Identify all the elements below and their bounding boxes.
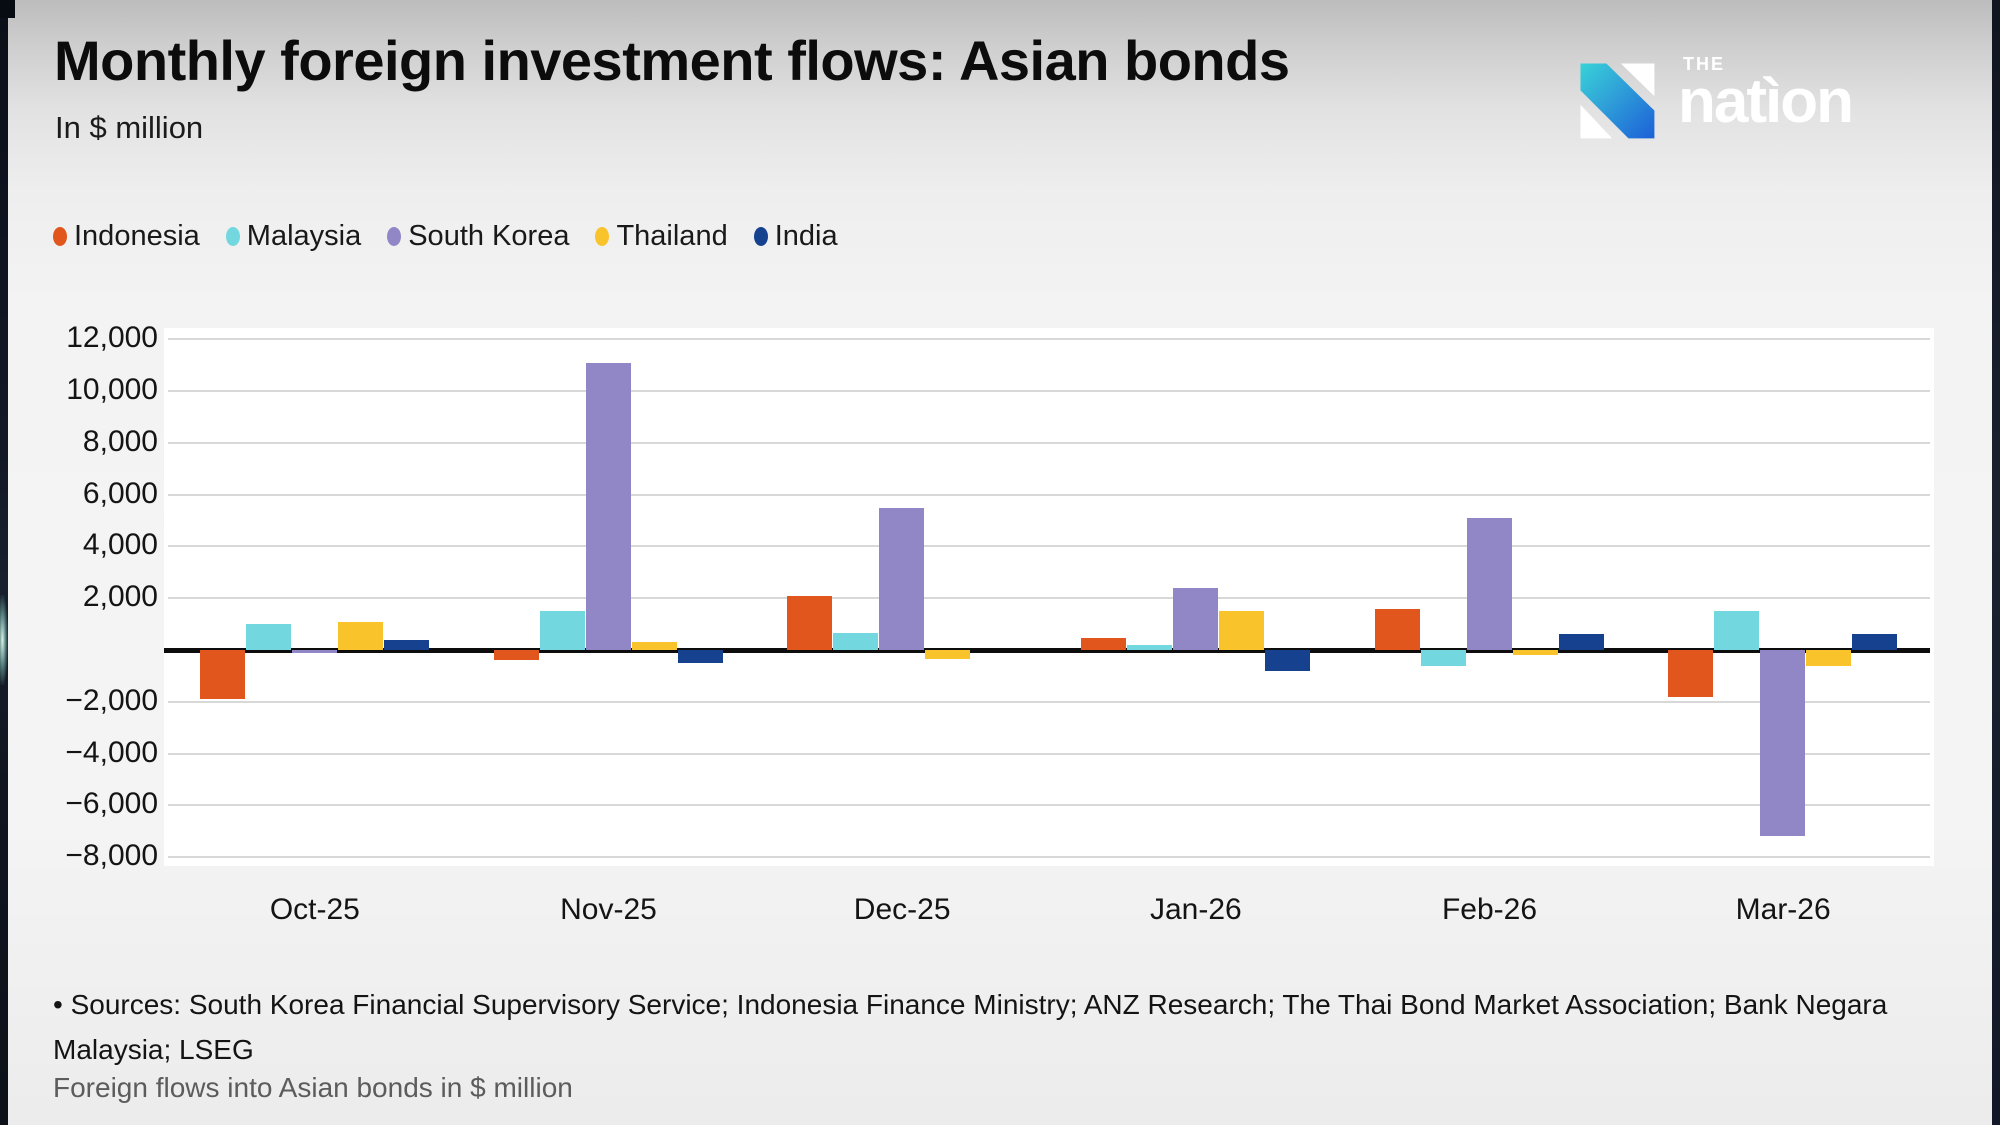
gridline-6000 bbox=[168, 493, 1930, 496]
bar-indonesia-nov-25 bbox=[493, 650, 539, 661]
legend-dot-malaysia bbox=[225, 227, 240, 246]
chart-legend: Indonesia Malaysia South Korea Thailand Indi… bbox=[53, 220, 864, 253]
x-axis-label-dec-25: Dec-25 bbox=[853, 893, 951, 926]
gridline--4000 bbox=[168, 752, 1930, 755]
bar-india-mar-26 bbox=[1852, 634, 1898, 650]
sources-line-2: Malaysia; LSEG bbox=[53, 1033, 254, 1065]
left-video-edge bbox=[0, 0, 8, 1125]
bar-south-korea-feb-26 bbox=[1466, 517, 1512, 650]
bar-indonesia-feb-26 bbox=[1374, 608, 1420, 650]
gridline-12000 bbox=[168, 338, 1930, 341]
legend-item-indonesia: Indonesia bbox=[53, 220, 200, 253]
y-axis-label: 6,000 bbox=[82, 476, 158, 510]
y-axis-label: −4,000 bbox=[65, 735, 158, 769]
bar-south-korea-mar-26 bbox=[1760, 650, 1806, 837]
bar-indonesia-jan-26 bbox=[1080, 638, 1126, 650]
sources-line-1: • Sources: South Korea Financial Supervi… bbox=[53, 989, 1888, 1020]
legend-item-india: India bbox=[753, 220, 838, 253]
chart-title: Monthly foreign investment flows: Asian … bbox=[54, 29, 1290, 92]
bar-thailand-mar-26 bbox=[1806, 650, 1852, 666]
bar-south-korea-oct-25 bbox=[291, 650, 337, 653]
nation-logo-text: THE natìon bbox=[1678, 52, 1854, 136]
chart-subtitle: In $ million bbox=[55, 110, 204, 145]
bar-south-korea-dec-25 bbox=[879, 507, 925, 650]
bar-indonesia-oct-25 bbox=[199, 650, 245, 700]
legend-label-south-korea: South Korea bbox=[408, 220, 570, 252]
legend-label-indonesia: Indonesia bbox=[74, 220, 200, 252]
y-axis-label: 2,000 bbox=[82, 580, 158, 614]
left-edge-notch bbox=[0, 0, 15, 18]
bar-indonesia-mar-26 bbox=[1668, 650, 1714, 697]
logo-nation-label: natìon bbox=[1678, 67, 1854, 136]
zero-axis-line bbox=[164, 648, 1930, 653]
y-axis-label: 4,000 bbox=[82, 528, 158, 562]
left-edge-glow bbox=[0, 595, 8, 685]
right-video-edge bbox=[1992, 0, 2000, 1125]
bar-india-jan-26 bbox=[1264, 650, 1310, 671]
legend-dot-thailand bbox=[595, 227, 610, 246]
bar-south-korea-jan-26 bbox=[1172, 587, 1218, 650]
bar-thailand-dec-25 bbox=[925, 650, 971, 660]
bar-south-korea-nov-25 bbox=[585, 362, 631, 650]
logo-the-label: THE bbox=[1683, 54, 1725, 74]
y-axis-label: 10,000 bbox=[66, 373, 158, 406]
sources-note: • Sources: South Korea Financial Supervi… bbox=[53, 983, 1887, 1073]
bar-malaysia-nov-25 bbox=[539, 611, 585, 650]
bar-thailand-oct-25 bbox=[337, 621, 383, 650]
legend-label-india: India bbox=[774, 220, 838, 252]
legend-item-south-korea: South Korea bbox=[387, 220, 569, 253]
y-axis-label: −6,000 bbox=[65, 787, 158, 821]
bar-malaysia-jan-26 bbox=[1126, 644, 1172, 650]
y-axis-label: 12,000 bbox=[66, 321, 158, 355]
bar-malaysia-mar-26 bbox=[1714, 611, 1760, 650]
bar-malaysia-dec-25 bbox=[833, 633, 879, 650]
y-axis-label: −2,000 bbox=[65, 683, 158, 717]
y-axis-label: 8,000 bbox=[82, 424, 158, 458]
chart-caption: Foreign flows into Asian bonds in $ mill… bbox=[53, 1072, 573, 1103]
gridline-10000 bbox=[168, 390, 1930, 392]
bar-malaysia-feb-26 bbox=[1420, 650, 1466, 666]
legend-label-thailand: Thailand bbox=[616, 220, 728, 252]
x-axis-label-jan-26: Jan-26 bbox=[1149, 893, 1242, 926]
x-axis-label-oct-25: Oct-25 bbox=[269, 893, 360, 926]
x-axis-label-mar-26: Mar-26 bbox=[1735, 893, 1831, 926]
gridline--6000 bbox=[168, 804, 1930, 807]
gridline--8000 bbox=[168, 856, 1930, 859]
gridline--2000 bbox=[168, 700, 1930, 703]
legend-label-malaysia: Malaysia bbox=[246, 220, 362, 252]
bar-india-nov-25 bbox=[677, 650, 723, 663]
bar-thailand-jan-26 bbox=[1218, 611, 1264, 650]
bar-india-oct-25 bbox=[383, 639, 429, 650]
legend-item-malaysia: Malaysia bbox=[225, 220, 362, 253]
gridline-4000 bbox=[168, 545, 1930, 548]
bar-malaysia-oct-25 bbox=[245, 624, 291, 650]
bar-thailand-feb-26 bbox=[1512, 650, 1558, 656]
legend-item-thailand: Thailand bbox=[595, 220, 728, 253]
the-nation-logo: THE natìon bbox=[1568, 52, 1854, 148]
legend-dot-india bbox=[753, 227, 768, 246]
plot-background bbox=[164, 328, 1934, 866]
bar-india-feb-26 bbox=[1558, 634, 1604, 650]
bar-thailand-nov-25 bbox=[631, 642, 677, 650]
x-axis-label-feb-26: Feb-26 bbox=[1441, 893, 1538, 926]
gridline-8000 bbox=[168, 441, 1930, 444]
gridline-2000 bbox=[168, 597, 1930, 600]
nation-n-icon bbox=[1580, 63, 1655, 139]
x-axis-label-nov-25: Nov-25 bbox=[560, 893, 657, 926]
legend-dot-south-korea bbox=[387, 227, 402, 246]
legend-dot-indonesia bbox=[53, 227, 67, 246]
y-axis-label: −8,000 bbox=[65, 839, 158, 873]
bar-indonesia-dec-25 bbox=[787, 595, 833, 650]
